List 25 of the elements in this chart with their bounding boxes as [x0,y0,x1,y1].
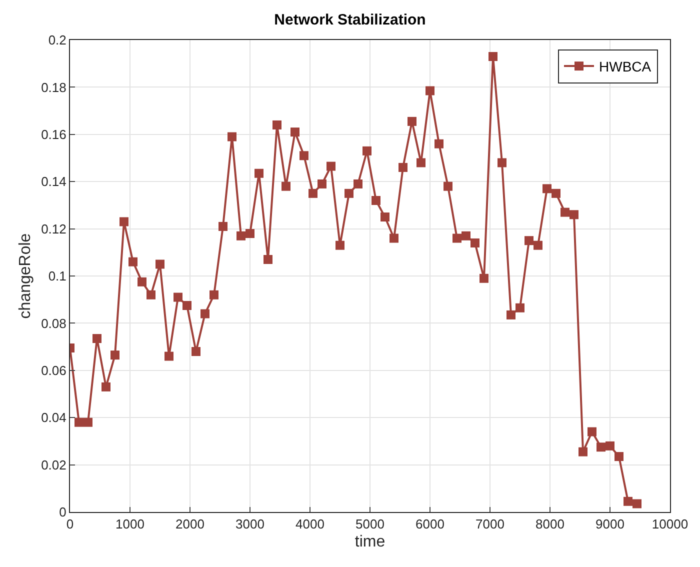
y-tick-label: 0.14 [41,174,66,190]
x-tick-label: 3000 [236,516,264,532]
x-tick-label: 10000 [652,516,688,532]
y-tick-label: 0.1 [48,268,66,284]
y-tick-label: 0.16 [41,126,66,142]
y-axis-title: changeRole [16,233,34,319]
x-tick-label: 1000 [116,516,144,532]
x-tick-label: 4000 [296,516,324,532]
x-tick-label: 6000 [416,516,444,532]
y-tick-label: 0.08 [41,316,66,331]
y-tick-label: 0.12 [41,221,66,236]
x-tick-label: 8000 [536,516,564,532]
x-tick-label: 5000 [356,516,384,532]
chart-title: Network Stabilization [274,12,426,29]
x-tick-label: 9000 [596,516,624,532]
y-tick-label: 0.06 [41,362,66,378]
y-tick-label: 0.04 [41,410,66,426]
x-tick-label: 2000 [176,516,204,532]
y-tick-label: 0.18 [41,80,66,95]
y-tick-label: 0.2 [48,32,66,48]
y-tick-label: 0.02 [41,457,66,472]
x-axis-title: time [354,533,386,550]
x-tick-label: 7000 [476,516,504,532]
y-tick-label: 0 [59,504,66,520]
legend-label: HWBCA [599,58,652,74]
